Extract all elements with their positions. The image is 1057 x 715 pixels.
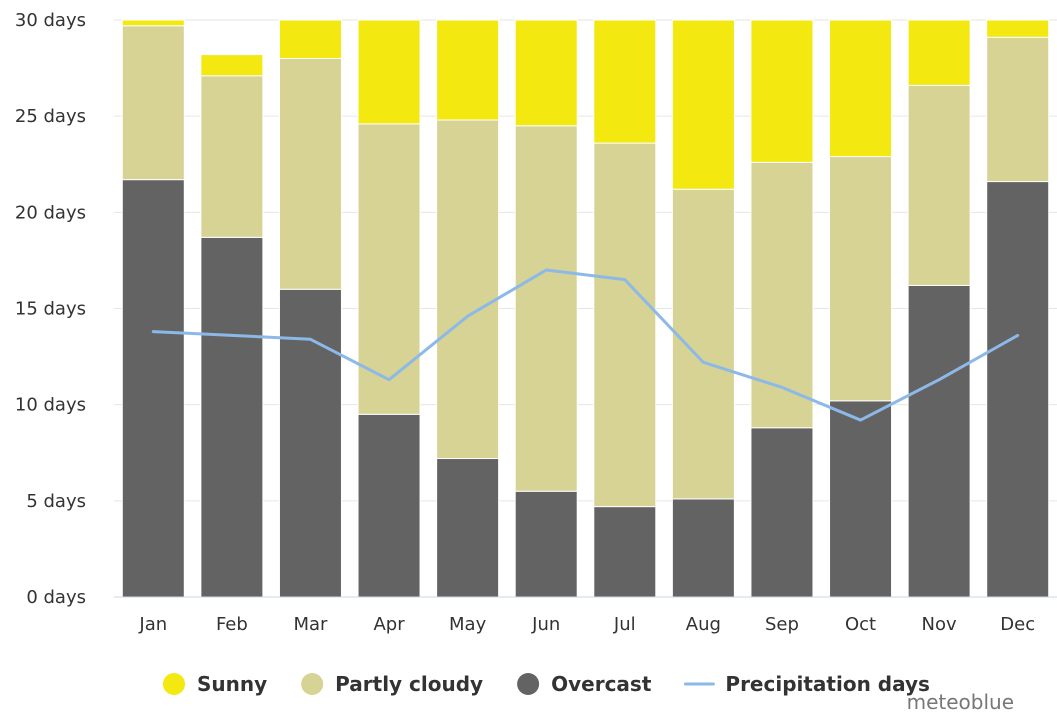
bar-overcast-jun[interactable] <box>514 490 578 598</box>
x-tick-label: Feb <box>216 614 248 635</box>
bar-overcast-aug[interactable] <box>671 498 735 598</box>
y-tick-label: 5 days <box>26 491 86 512</box>
bar-sunny-may[interactable] <box>436 19 500 121</box>
x-tick-label: Jul <box>613 614 636 635</box>
x-tick-label: Jun <box>531 614 560 635</box>
bar-partly-cloudy-feb[interactable] <box>200 75 264 238</box>
bars <box>121 19 1050 598</box>
x-tick-label: Apr <box>373 614 405 635</box>
bar-sunny-sep[interactable] <box>750 19 814 163</box>
legend-label: Partly cloudy <box>335 672 483 696</box>
bar-sunny-feb[interactable] <box>200 54 264 77</box>
bar-partly-cloudy-sep[interactable] <box>750 161 814 429</box>
bar-sunny-jul[interactable] <box>593 19 657 144</box>
legend-item-partly-cloudy[interactable]: Partly cloudy <box>301 672 483 696</box>
bar-overcast-may[interactable] <box>436 458 500 598</box>
bar-sunny-dec[interactable] <box>986 19 1050 38</box>
legend-dot-marker <box>163 673 185 695</box>
legend-item-overcast[interactable]: Overcast <box>517 672 652 696</box>
legend-label: Precipitation days <box>725 672 930 696</box>
bar-partly-cloudy-mar[interactable] <box>278 57 342 290</box>
bar-overcast-dec[interactable] <box>986 181 1050 598</box>
bar-partly-cloudy-jan[interactable] <box>121 25 185 181</box>
bar-partly-cloudy-jun[interactable] <box>514 125 578 492</box>
grid <box>114 19 1057 502</box>
credit-text[interactable]: meteoblue <box>907 690 1014 714</box>
x-tick-label: Sep <box>765 614 799 635</box>
x-tick-label: Oct <box>845 614 876 635</box>
bar-overcast-oct[interactable] <box>829 400 893 598</box>
legend-dot-marker <box>301 673 324 695</box>
y-tick-label: 0 days <box>26 587 86 608</box>
precipitation-line[interactable] <box>151 268 1020 422</box>
y-tick-label: 30 days <box>15 10 86 31</box>
legend-dot-marker <box>517 673 540 695</box>
bar-sunny-mar[interactable] <box>278 19 342 59</box>
x-tick-label: Dec <box>1000 614 1035 635</box>
x-tick-label: May <box>449 614 487 635</box>
bar-overcast-jul[interactable] <box>593 506 657 598</box>
x-tick-label: Nov <box>922 614 957 635</box>
bar-sunny-jan[interactable] <box>121 19 185 27</box>
x-tick-label: Mar <box>293 614 328 635</box>
legend-label: Overcast <box>551 672 652 696</box>
x-tick-label: Aug <box>686 614 721 635</box>
bar-sunny-nov[interactable] <box>907 19 971 86</box>
bar-overcast-sep[interactable] <box>750 427 814 598</box>
bar-overcast-feb[interactable] <box>200 236 264 598</box>
precipitation-line-layer <box>151 268 1020 422</box>
y-tick-label: 15 days <box>15 299 86 320</box>
bar-sunny-apr[interactable] <box>357 19 421 125</box>
bar-partly-cloudy-nov[interactable] <box>907 84 971 286</box>
legend-label: Sunny <box>197 672 267 696</box>
axes: 0 days 5 days 10 days 15 days 20 days 25 days… <box>15 10 1057 635</box>
bar-sunny-jun[interactable] <box>514 19 578 127</box>
bar-sunny-oct[interactable] <box>829 19 893 158</box>
bar-overcast-jan[interactable] <box>121 179 185 598</box>
y-tick-label: 20 days <box>15 202 86 223</box>
y-tick-label: 10 days <box>15 395 86 416</box>
bar-partly-cloudy-dec[interactable] <box>986 36 1050 183</box>
bar-partly-cloudy-may[interactable] <box>436 119 500 460</box>
bar-partly-cloudy-apr[interactable] <box>357 123 421 415</box>
bar-partly-cloudy-oct[interactable] <box>829 156 893 402</box>
bar-overcast-mar[interactable] <box>278 288 342 598</box>
bar-overcast-apr[interactable] <box>357 413 421 598</box>
bar-overcast-nov[interactable] <box>907 284 971 598</box>
x-tick-label: Jan <box>138 614 167 635</box>
legend: Sunny Partly cloudy Overcast Precipitation … <box>163 672 1014 714</box>
bar-partly-cloudy-aug[interactable] <box>671 188 735 500</box>
legend-item-precipitation-days[interactable]: Precipitation days <box>683 672 930 696</box>
y-tick-label: 25 days <box>15 106 86 127</box>
bar-sunny-aug[interactable] <box>671 19 735 190</box>
legend-item-sunny[interactable]: Sunny <box>163 672 267 696</box>
bar-partly-cloudy-jul[interactable] <box>593 142 657 508</box>
